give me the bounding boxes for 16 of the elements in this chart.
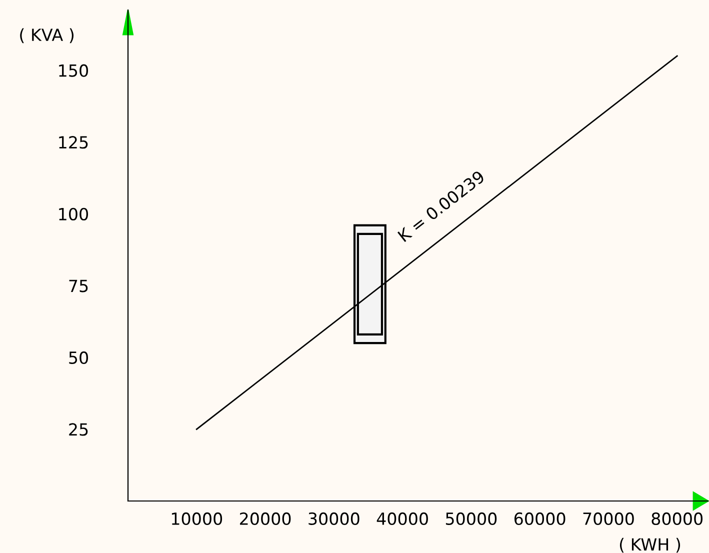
- y-tick-label: 150: [59, 64, 88, 77]
- x-tick-label: 10000: [172, 512, 222, 526]
- x-tick-label: 50000: [446, 512, 497, 526]
- y-axis-title: ( KVA ): [20, 28, 74, 44]
- x-tick-label: 60000: [514, 512, 566, 526]
- y-tick-label: 75: [69, 280, 88, 292]
- x-axis-title: ( KWH ): [620, 538, 680, 553]
- x-tick-label: 80000: [652, 512, 703, 526]
- x-tick-label: 30000: [308, 512, 360, 526]
- x-tick-label: 20000: [240, 512, 291, 526]
- x-tick-label: 70000: [583, 512, 634, 526]
- y-tick-label: 100: [59, 208, 88, 220]
- y-tick-label: 125: [59, 136, 88, 149]
- y-tick-label: 25: [69, 423, 88, 436]
- y-tick-label: 50: [69, 351, 88, 364]
- x-tick-label: 40000: [376, 512, 428, 526]
